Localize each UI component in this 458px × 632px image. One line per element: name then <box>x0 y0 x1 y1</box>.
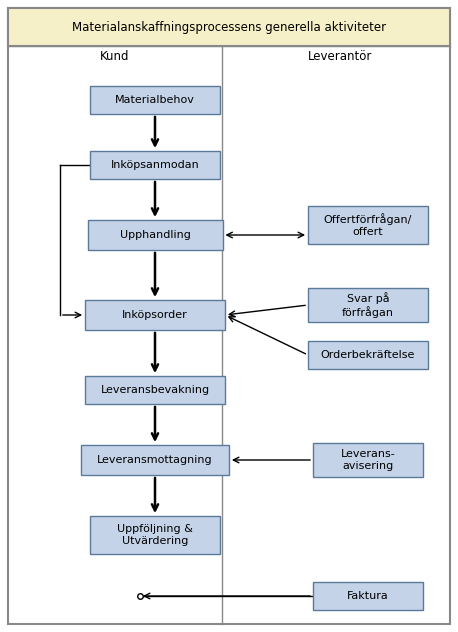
FancyBboxPatch shape <box>8 8 450 624</box>
FancyBboxPatch shape <box>308 206 428 244</box>
Text: Upphandling: Upphandling <box>120 230 191 240</box>
FancyBboxPatch shape <box>308 288 428 322</box>
Text: Leveransbevakning: Leveransbevakning <box>100 385 210 395</box>
FancyBboxPatch shape <box>313 443 423 477</box>
Text: Inköpsorder: Inköpsorder <box>122 310 188 320</box>
Text: Uppföljning &
Utvärdering: Uppföljning & Utvärdering <box>117 524 193 546</box>
Text: Svar på
förfrågan: Svar på förfrågan <box>342 292 394 318</box>
FancyBboxPatch shape <box>90 516 220 554</box>
FancyBboxPatch shape <box>85 376 225 404</box>
FancyBboxPatch shape <box>81 445 229 475</box>
FancyBboxPatch shape <box>85 300 225 330</box>
FancyBboxPatch shape <box>8 8 450 46</box>
FancyBboxPatch shape <box>87 220 223 250</box>
FancyBboxPatch shape <box>308 341 428 369</box>
FancyBboxPatch shape <box>90 151 220 179</box>
Text: Leverans-
avisering: Leverans- avisering <box>341 449 395 471</box>
Text: Orderbekräftelse: Orderbekräftelse <box>321 350 415 360</box>
Text: Leverantör: Leverantör <box>308 49 372 63</box>
Text: Inköpsanmodan: Inköpsanmodan <box>111 160 199 170</box>
Text: Offertförfrågan/
offert: Offertförfrågan/ offert <box>324 213 412 237</box>
Text: Materialanskaffningsprocessens generella aktiviteter: Materialanskaffningsprocessens generella… <box>72 20 386 33</box>
Text: Faktura: Faktura <box>347 591 389 601</box>
Text: Materialbehov: Materialbehov <box>115 95 195 105</box>
FancyBboxPatch shape <box>313 582 423 610</box>
Text: Kund: Kund <box>100 49 130 63</box>
Text: Leveransmottagning: Leveransmottagning <box>97 455 213 465</box>
FancyBboxPatch shape <box>90 86 220 114</box>
